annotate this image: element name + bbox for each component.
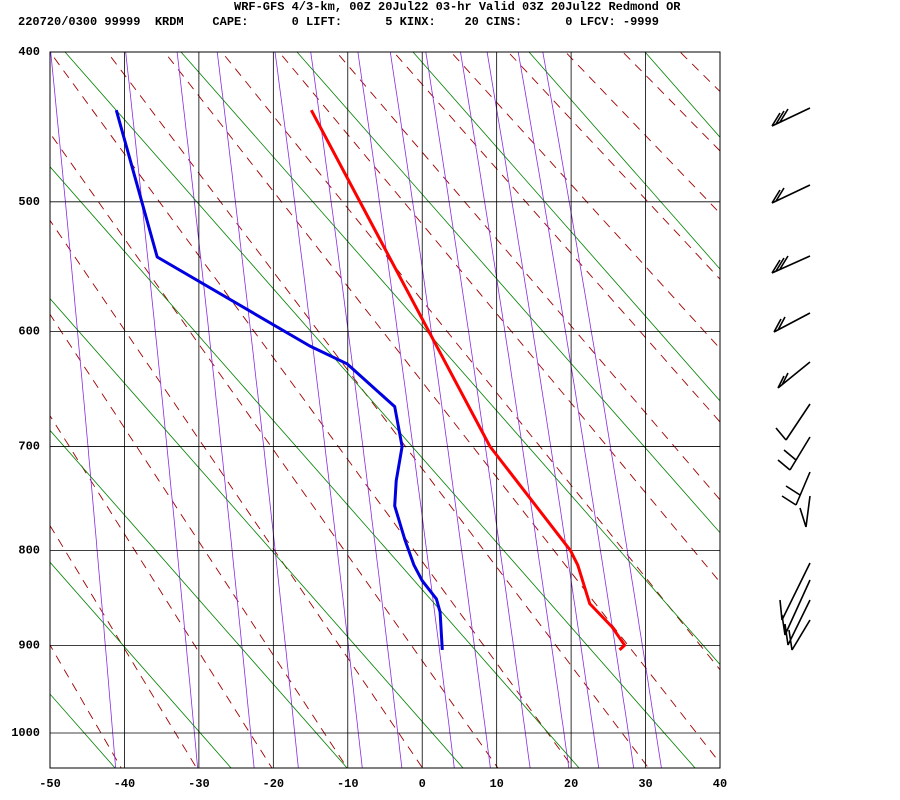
chart-title: WRF-GFS 4/3-km, 00Z 20Jul22 03-hr Valid …	[234, 0, 681, 14]
wind-barb	[777, 436, 811, 471]
wind-barb	[773, 312, 811, 333]
wind-barb	[771, 255, 811, 274]
x-tick-label: -40	[114, 777, 136, 791]
moist-line	[64, 52, 696, 768]
profiles	[114, 109, 627, 652]
y-tick-label: 900	[18, 639, 40, 653]
moist-line	[50, 297, 464, 768]
mixing-ratio-line	[357, 52, 455, 768]
y-tick-label: 700	[18, 440, 40, 454]
dry-adiabat	[50, 52, 574, 768]
x-tick-label: 0	[419, 777, 426, 791]
mixing-ratio-line	[176, 52, 255, 768]
thermo-lines	[50, 52, 720, 768]
dry-adiabat	[335, 52, 720, 501]
x-tick-label: 40	[713, 777, 727, 791]
dry-adiabat	[50, 644, 122, 768]
wind-barb	[775, 403, 811, 441]
plot-frame	[49, 51, 721, 769]
x-tick-label: -50	[39, 777, 61, 791]
x-tick-label: -30	[188, 777, 210, 791]
x-tick-label: -10	[337, 777, 359, 791]
x-tick-label: -20	[263, 777, 285, 791]
x-tick-label: 30	[638, 777, 652, 791]
moist-line	[50, 166, 580, 768]
profile-line	[114, 109, 444, 650]
wind-barb	[799, 495, 811, 528]
dry-adiabat	[50, 132, 499, 768]
mixing-ratio-line	[460, 52, 570, 768]
mixing-ratio-line	[216, 52, 299, 768]
y-tick-label: 400	[18, 45, 40, 59]
mixing-ratio-line	[486, 52, 600, 768]
profile-line	[309, 109, 627, 652]
x-tick-label: 20	[564, 777, 578, 791]
moist-line	[528, 52, 720, 270]
mixing-ratio-line	[425, 52, 531, 768]
y-tick-label: 1000	[11, 726, 40, 740]
wind-barb	[777, 361, 811, 389]
x-tick-label: 10	[489, 777, 503, 791]
dry-adiabat	[50, 219, 424, 768]
mixing-ratio-line	[125, 52, 199, 768]
mixing-ratio-line	[274, 52, 363, 768]
dry-adiabat	[221, 52, 720, 671]
wind-barb	[779, 562, 811, 651]
dry-adiabat	[393, 52, 720, 423]
y-tick-label: 800	[18, 544, 40, 558]
chart-subtitle: 220720/0300 99999 KRDM CAPE: 0 LIFT: 5 K…	[18, 15, 659, 29]
moist-line	[50, 429, 348, 768]
wind-barbs	[771, 107, 811, 651]
moist-line	[296, 52, 720, 534]
dry-adiabat	[106, 52, 650, 768]
moist-line	[180, 52, 720, 666]
mixing-ratio-line	[542, 52, 662, 768]
dry-adiabat	[564, 52, 720, 215]
wind-barb	[771, 107, 811, 127]
mixing-ratio-line	[389, 52, 491, 768]
mixing-ratio-line	[517, 52, 635, 768]
y-tick-label: 600	[18, 325, 40, 339]
y-tick-label: 500	[18, 195, 40, 209]
moist-line	[412, 52, 720, 402]
wind-barb	[771, 184, 811, 204]
dry-adiabat	[278, 52, 720, 583]
wind-barb	[781, 471, 811, 506]
mixing-ratio-line	[50, 52, 117, 768]
moist-line	[50, 561, 232, 768]
